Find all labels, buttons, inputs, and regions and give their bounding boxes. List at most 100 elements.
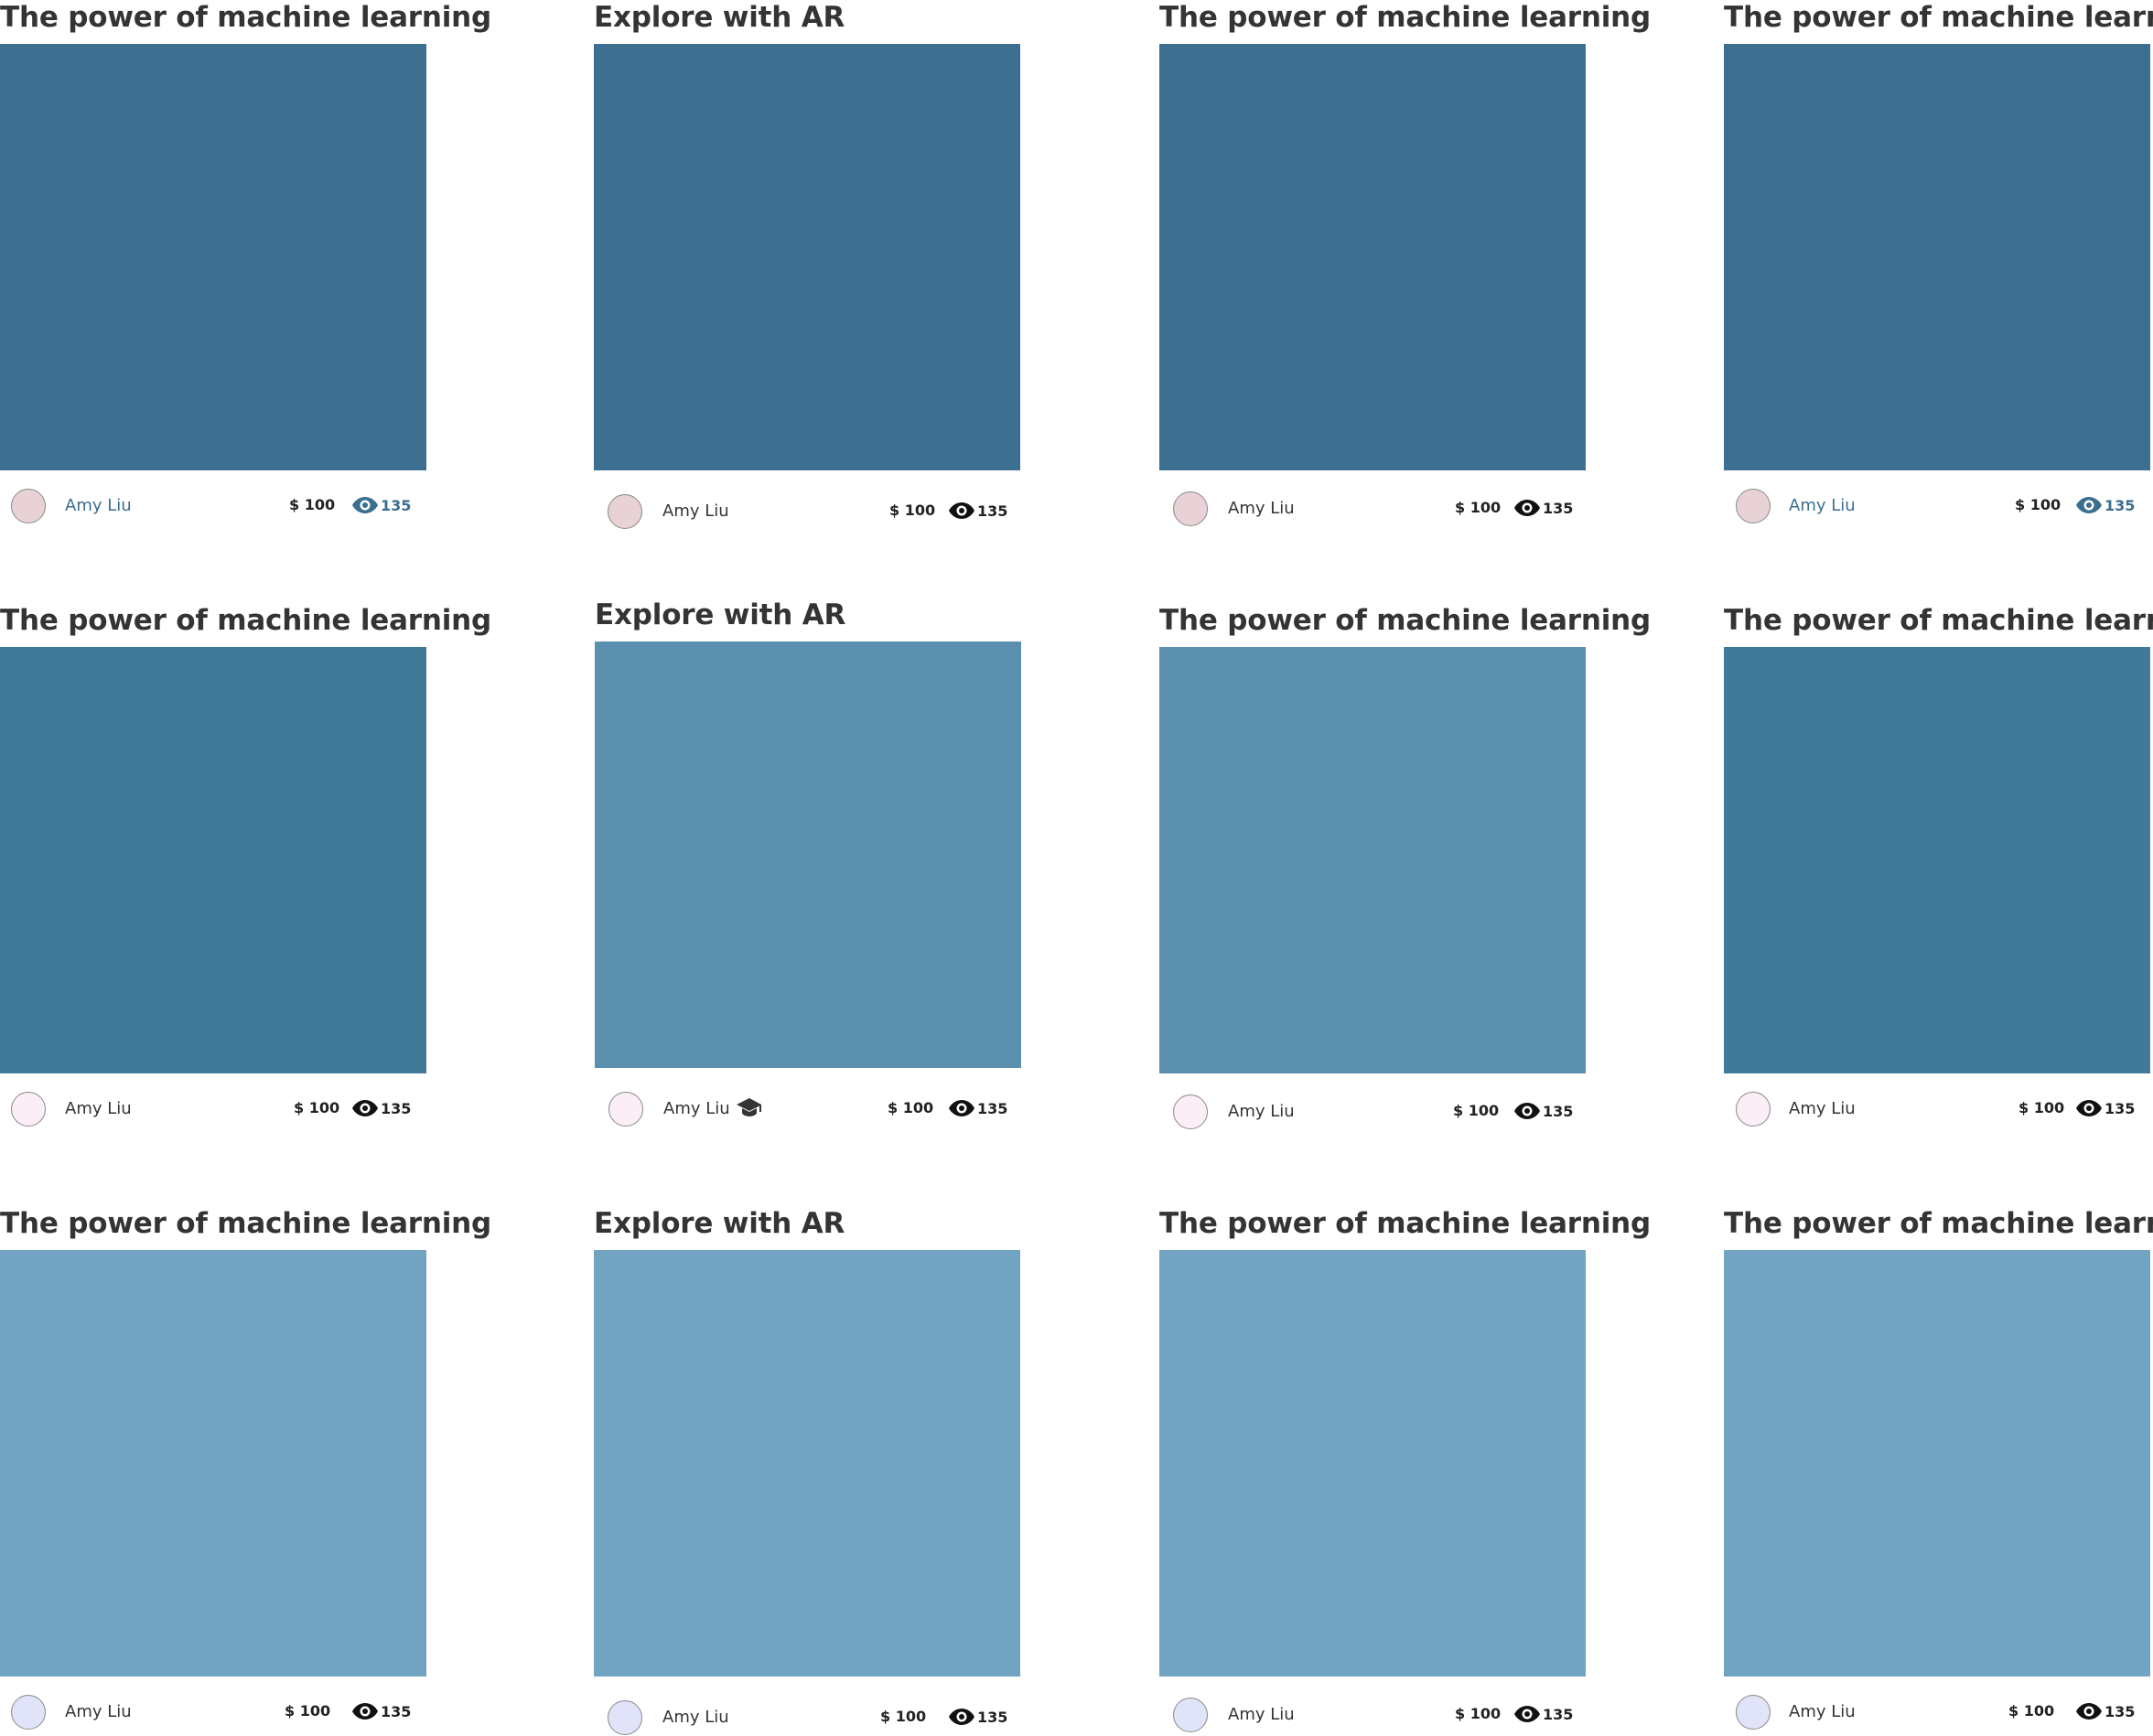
- author-name[interactable]: Amy Liu: [65, 1702, 132, 1721]
- card-footer: Amy Liu $ 100 135: [1159, 487, 1586, 533]
- view-count-value: 135: [1543, 1706, 1574, 1723]
- card-thumbnail[interactable]: [1724, 647, 2150, 1073]
- card-title[interactable]: The power of machine learning: [0, 604, 492, 637]
- avatar[interactable]: [608, 1700, 642, 1735]
- eye-icon: [2076, 1703, 2102, 1720]
- author-name[interactable]: Amy Liu: [1789, 1702, 1856, 1721]
- card[interactable]: The power of machine learning Amy Liu $ …: [0, 603, 491, 1152]
- card-title[interactable]: The power of machine learning: [1724, 1207, 2153, 1240]
- card-thumbnail[interactable]: [0, 647, 426, 1073]
- card[interactable]: Explore with AR Amy Liu $ 100 135: [594, 0, 1024, 549]
- price: $ 100: [2018, 1099, 2065, 1116]
- avatar[interactable]: [608, 494, 642, 529]
- card-thumbnail[interactable]: [1159, 1250, 1586, 1677]
- card[interactable]: The power of machine learning Amy Liu $ …: [1159, 0, 1651, 549]
- avatar[interactable]: [1173, 491, 1208, 526]
- author-name[interactable]: Amy Liu: [65, 1099, 132, 1118]
- eye-icon: [1514, 1706, 1540, 1722]
- card-footer: Amy Liu $ 100 135: [0, 1690, 426, 1736]
- eye-icon: [352, 1100, 378, 1116]
- avatar[interactable]: [1736, 489, 1771, 523]
- graduation-cap-icon: [737, 1098, 761, 1116]
- card-footer: Amy Liu $ 100 135: [594, 490, 1020, 535]
- price: $ 100: [2008, 1702, 2055, 1720]
- price: $ 100: [889, 501, 936, 519]
- avatar[interactable]: [1173, 1698, 1208, 1732]
- card-title[interactable]: Explore with AR: [595, 598, 846, 631]
- view-count-value: 135: [2105, 1100, 2136, 1117]
- author-name[interactable]: Amy Liu: [1228, 1102, 1295, 1121]
- eye-icon: [949, 1709, 974, 1725]
- card-thumbnail[interactable]: [1159, 647, 1586, 1073]
- card-title[interactable]: The power of machine learning: [0, 1, 492, 34]
- card-thumbnail[interactable]: [1159, 44, 1586, 470]
- card-footer: Amy Liu $ 100 135: [1724, 1087, 2150, 1133]
- price: $ 100: [1455, 1705, 1502, 1722]
- view-count-value: 135: [381, 497, 412, 514]
- card-footer: Amy Liu $ 100 135: [1724, 484, 2150, 530]
- price: $ 100: [888, 1099, 934, 1116]
- view-count-value: 135: [1543, 1103, 1574, 1120]
- view-count-value: 135: [381, 1703, 412, 1720]
- card-thumbnail[interactable]: [1724, 44, 2150, 470]
- card-thumbnail[interactable]: [594, 44, 1020, 470]
- card[interactable]: The power of machine learning Amy Liu $ …: [0, 1206, 491, 1736]
- price: $ 100: [285, 1702, 331, 1720]
- view-count-value: 135: [2105, 1703, 2136, 1720]
- author-name[interactable]: Amy Liu: [1789, 496, 1856, 515]
- author-name[interactable]: Amy Liu: [1228, 499, 1295, 518]
- card-title[interactable]: The power of machine learning: [0, 1207, 492, 1240]
- avatar[interactable]: [1736, 1695, 1771, 1730]
- price: $ 100: [2015, 496, 2061, 513]
- card-title[interactable]: The power of machine learning: [1724, 604, 2153, 637]
- avatar[interactable]: [11, 1092, 46, 1127]
- eye-icon: [352, 1703, 378, 1720]
- card-title[interactable]: The power of machine learning: [1724, 1, 2153, 34]
- card-footer: Amy Liu $ 100 135: [1159, 1090, 1586, 1136]
- author-name[interactable]: Amy Liu: [663, 1099, 730, 1118]
- author-name[interactable]: Amy Liu: [1228, 1705, 1295, 1724]
- card[interactable]: The power of machine learning Amy Liu $ …: [1724, 1206, 2153, 1736]
- card-title[interactable]: Explore with AR: [594, 1207, 845, 1240]
- price: $ 100: [294, 1099, 340, 1116]
- card-footer: Amy Liu $ 100 135: [594, 1696, 1020, 1736]
- avatar[interactable]: [11, 489, 46, 523]
- card[interactable]: The power of machine learning Amy Liu $ …: [0, 0, 491, 549]
- card[interactable]: The power of machine learning Amy Liu $ …: [1159, 603, 1651, 1152]
- card-footer: Amy Liu $ 100 135: [595, 1087, 1021, 1133]
- card-title[interactable]: The power of machine learning: [1159, 604, 1652, 637]
- avatar[interactable]: [1173, 1094, 1208, 1129]
- avatar[interactable]: [11, 1695, 46, 1730]
- eye-icon: [949, 502, 974, 519]
- avatar[interactable]: [608, 1092, 643, 1127]
- card[interactable]: The power of machine learning Amy Liu $ …: [1724, 603, 2153, 1152]
- author-name[interactable]: Amy Liu: [662, 1708, 729, 1727]
- price: $ 100: [880, 1708, 927, 1725]
- card-thumbnail[interactable]: [0, 44, 426, 470]
- card-thumbnail[interactable]: [595, 642, 1021, 1068]
- card-footer: Amy Liu $ 100 135: [1159, 1693, 1586, 1736]
- card-title[interactable]: The power of machine learning: [1159, 1, 1652, 34]
- card-thumbnail[interactable]: [1724, 1250, 2150, 1677]
- card[interactable]: The power of machine learning Amy Liu $ …: [1159, 1206, 1651, 1736]
- card[interactable]: Explore with AR Amy Liu $ 100 135: [594, 1206, 1024, 1736]
- eye-icon: [2076, 497, 2102, 513]
- card-footer: Amy Liu $ 100 135: [0, 1087, 426, 1133]
- view-count-value: 135: [977, 1100, 1008, 1117]
- price: $ 100: [289, 496, 336, 513]
- card-footer: Amy Liu $ 100 135: [1724, 1690, 2150, 1736]
- card[interactable]: The power of machine learning Amy Liu $ …: [1724, 0, 2153, 549]
- view-count-value: 135: [1543, 500, 1574, 517]
- card[interactable]: Explore with AR Amy Liu $ 100 135: [595, 598, 1025, 1147]
- card-title[interactable]: The power of machine learning: [1159, 1207, 1652, 1240]
- avatar[interactable]: [1736, 1092, 1771, 1127]
- card-title[interactable]: Explore with AR: [594, 1, 845, 34]
- card-thumbnail[interactable]: [594, 1250, 1020, 1677]
- view-count-value: 135: [381, 1100, 412, 1117]
- author-name[interactable]: Amy Liu: [65, 496, 132, 515]
- author-name[interactable]: Amy Liu: [1789, 1099, 1856, 1118]
- card-footer: Amy Liu $ 100 135: [0, 484, 426, 530]
- author-name[interactable]: Amy Liu: [662, 501, 729, 521]
- card-thumbnail[interactable]: [0, 1250, 426, 1677]
